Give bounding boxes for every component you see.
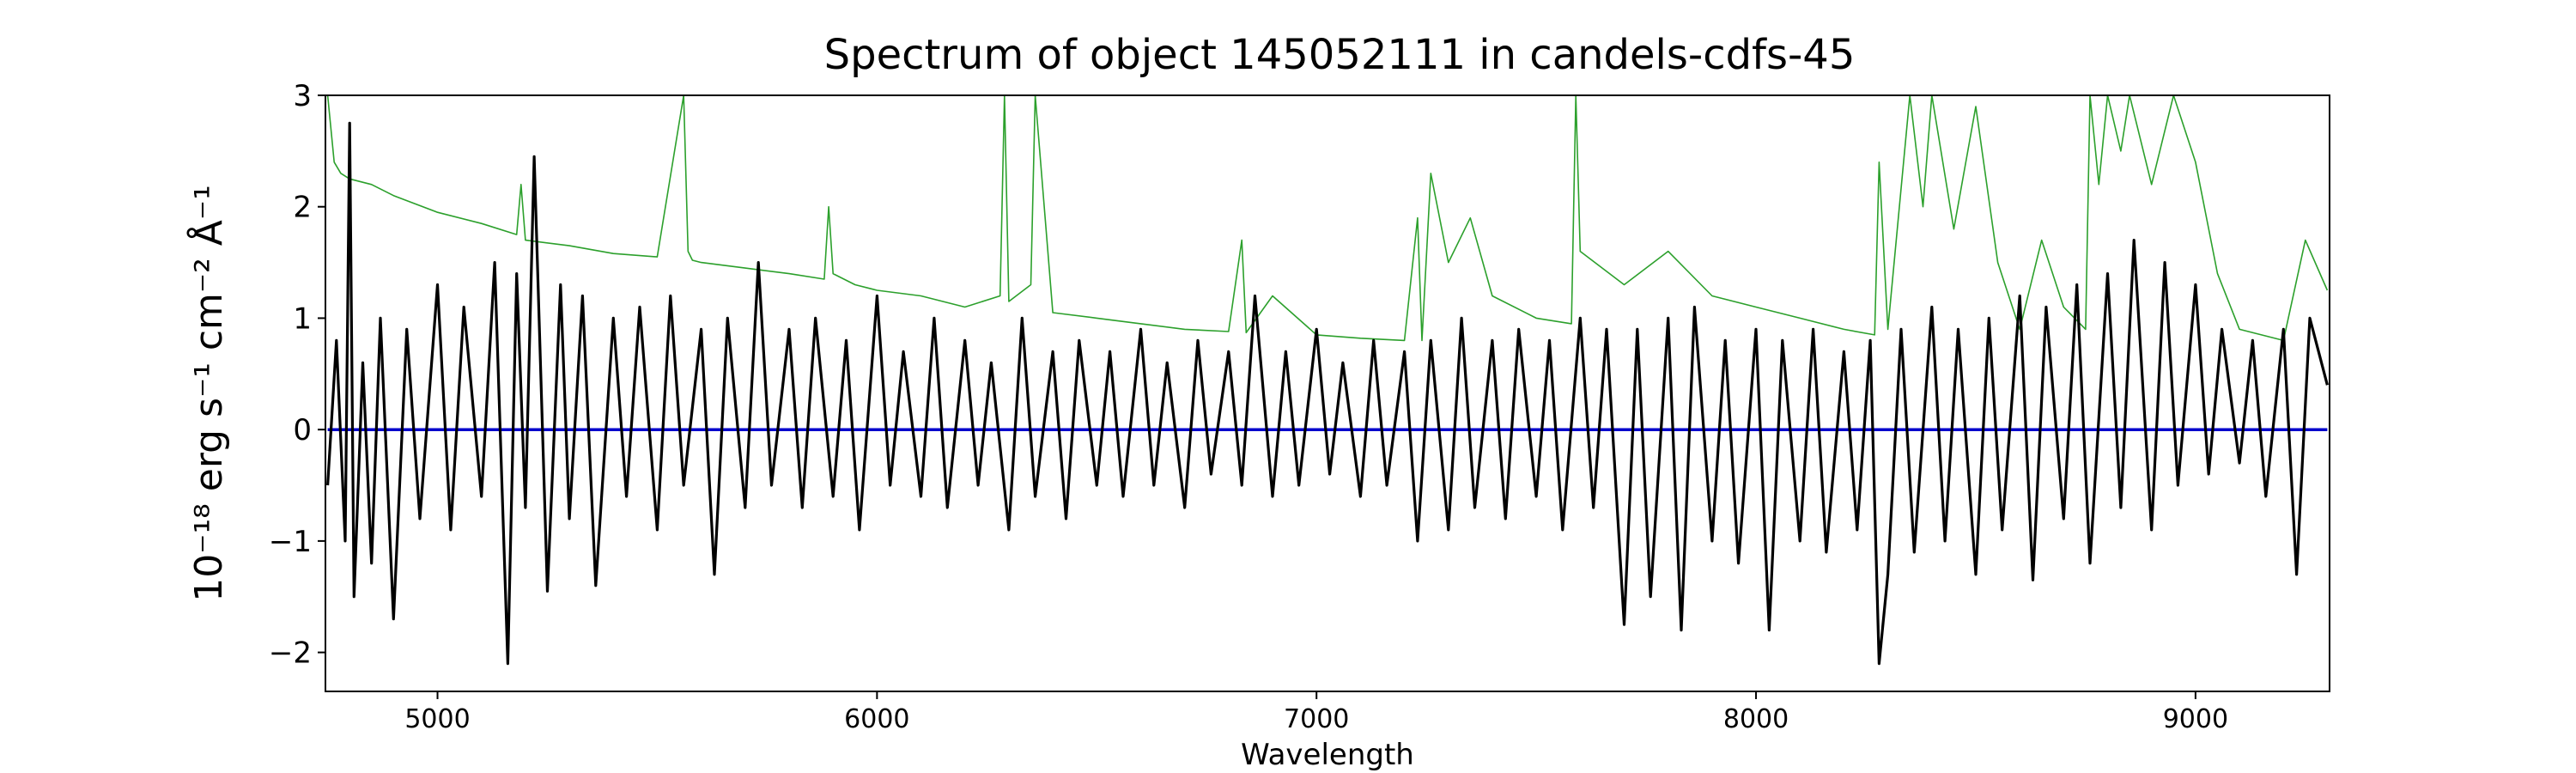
x-tick-label: 9000: [2163, 704, 2228, 734]
x-axis: 5000 6000 7000 8000 9000: [404, 691, 2228, 734]
y-axis-label: 10⁻¹⁸ erg s⁻¹ cm⁻² Å⁻¹: [185, 185, 231, 601]
x-tick-label: 8000: [1723, 704, 1789, 734]
y-tick-label: 2: [293, 191, 312, 225]
x-tick-label: 7000: [1284, 704, 1349, 734]
chart-title: Spectrum of object 145052111 in candels-…: [824, 31, 1856, 79]
y-tick-label: 1: [293, 301, 312, 336]
x-tick-label: 6000: [844, 704, 909, 734]
plot-frame: [325, 94, 2330, 692]
plot-area: [325, 94, 2330, 692]
flux-series-line: [326, 121, 2329, 666]
series-layer: [326, 95, 2329, 666]
y-tick-label: 0: [293, 413, 312, 447]
x-tick-label: 5000: [404, 704, 470, 734]
noise-series-line: [326, 95, 2329, 342]
y-tick-label: −2: [269, 636, 312, 671]
y-axis: −2 −1 0 1 2 3: [269, 79, 325, 671]
y-tick-label: −1: [269, 525, 312, 559]
y-tick-label: 3: [293, 79, 312, 113]
x-axis-label: Wavelength: [1241, 738, 1414, 772]
